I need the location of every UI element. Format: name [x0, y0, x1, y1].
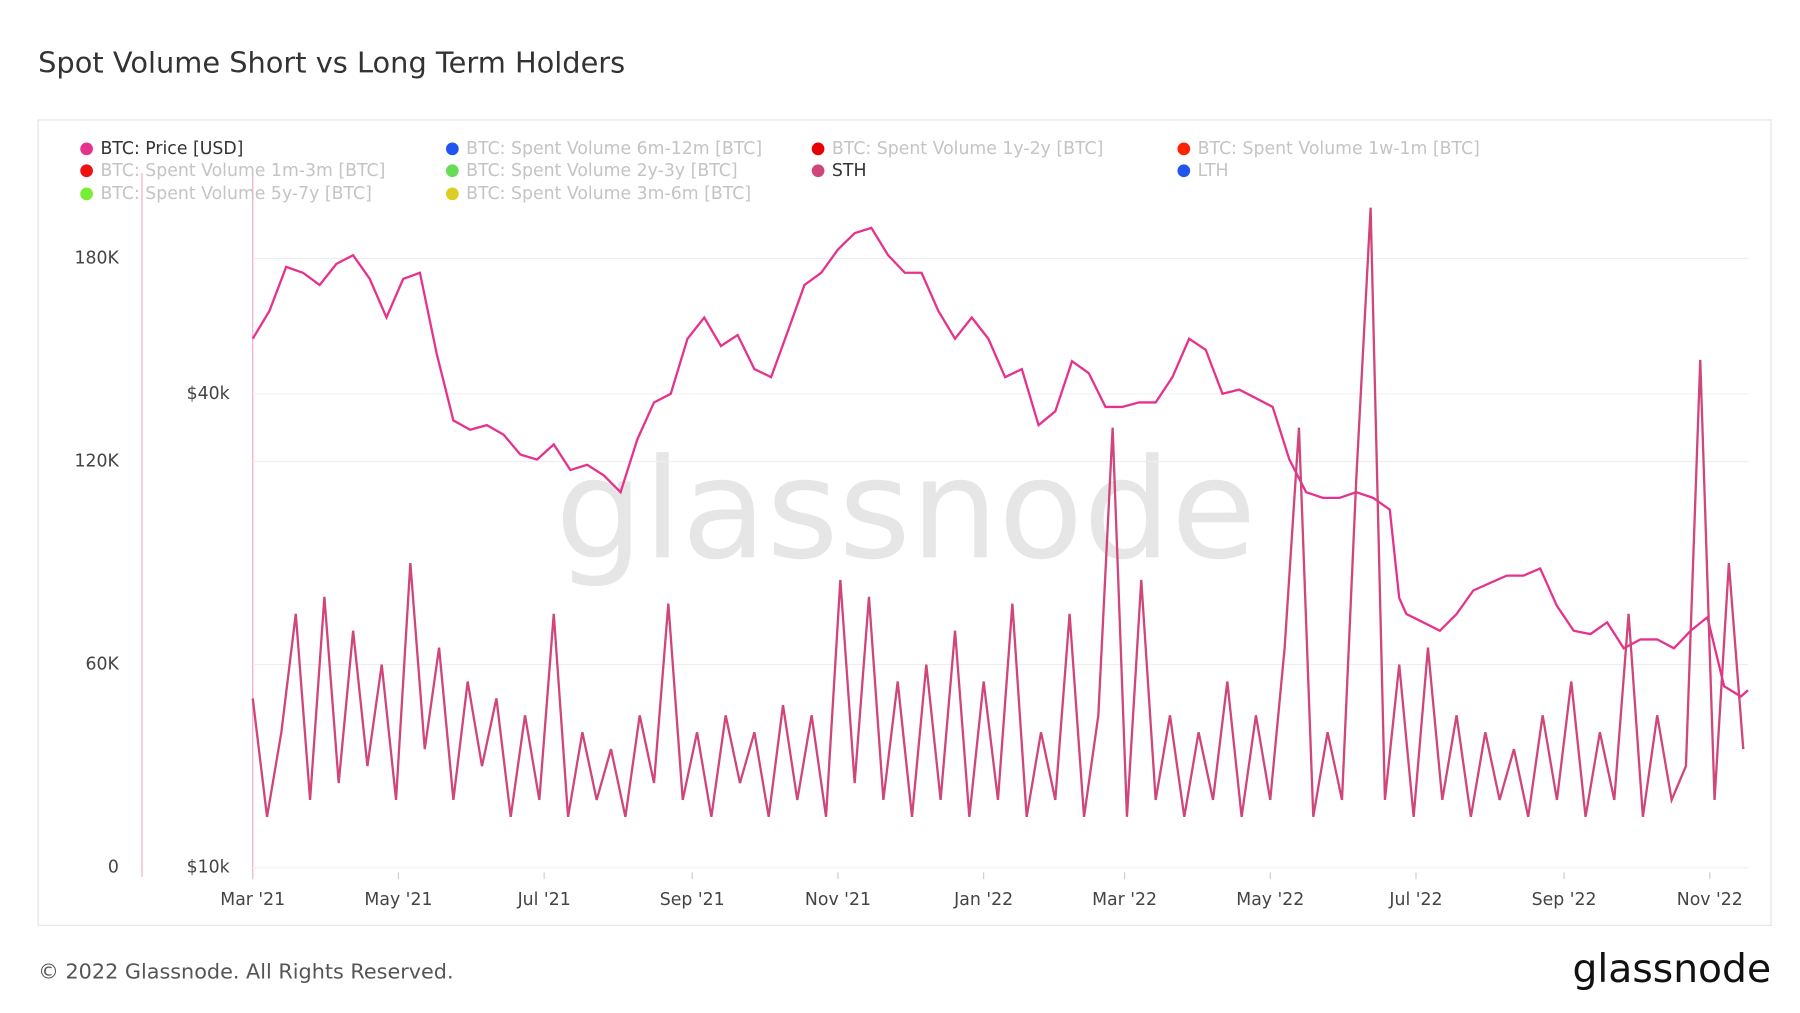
- x-tick-label: May '21: [364, 890, 432, 910]
- legend-label[interactable]: BTC: Spent Volume 3m-6m [BTC]: [466, 184, 751, 204]
- legend-label[interactable]: STH: [832, 161, 867, 181]
- x-tick-label: May '22: [1236, 890, 1304, 910]
- y-tick-label: 60K: [86, 655, 120, 675]
- legend-swatch: [811, 164, 825, 178]
- x-tick-label: Jan '22: [953, 890, 1013, 910]
- legend-label[interactable]: BTC: Price [USD]: [100, 139, 243, 159]
- chart-title: Spot Volume Short vs Long Term Holders: [38, 46, 625, 80]
- legend-swatch: [1177, 142, 1191, 156]
- legend-swatch: [445, 187, 459, 201]
- legend-label[interactable]: BTC: Spent Volume 6m-12m [BTC]: [466, 139, 762, 159]
- legend-swatch: [1177, 164, 1191, 178]
- legend-swatch: [80, 164, 93, 178]
- y2-tick-label: $10k: [187, 858, 230, 878]
- logo: glassnode: [1573, 947, 1772, 992]
- x-tick-label: Sep '22: [1532, 890, 1597, 910]
- legend-swatch: [80, 187, 93, 201]
- legend-swatch: [80, 142, 93, 156]
- watermark: glassnode: [555, 428, 1256, 590]
- chart-frame: [37, 119, 1772, 926]
- x-tick-label: Jul '22: [1388, 890, 1442, 910]
- y2-tick-label: $40k: [187, 384, 230, 404]
- x-tick-label: Sep '21: [660, 890, 725, 910]
- legend-swatch: [445, 164, 459, 178]
- legend-swatch: [811, 142, 825, 156]
- legend-label[interactable]: BTC: Spent Volume 1y-2y [BTC]: [832, 139, 1103, 159]
- x-tick-label: Mar '22: [1092, 890, 1157, 910]
- footer: © 2022 Glassnode. All Rights Reserved.: [38, 960, 453, 984]
- legend-label[interactable]: BTC: Spent Volume 2y-3y [BTC]: [466, 161, 737, 181]
- legend-label[interactable]: BTC: Spent Volume 1w-1m [BTC]: [1198, 139, 1480, 159]
- legend-label[interactable]: LTH: [1198, 161, 1229, 181]
- legend-label[interactable]: BTC: Spent Volume 1m-3m [BTC]: [100, 161, 385, 181]
- x-tick-label: Nov '21: [805, 890, 871, 910]
- legend-label[interactable]: BTC: Spent Volume 5y-7y [BTC]: [100, 184, 371, 204]
- y-tick-label: 0: [108, 858, 119, 878]
- y-tick-label: 120K: [75, 452, 120, 472]
- legend-swatch: [445, 142, 459, 156]
- x-tick-label: Mar '21: [220, 890, 285, 910]
- series-line: [251, 226, 1749, 698]
- plot: 0 60K 120K 180K $10k $40k Mar '21 May '21 Jul '2…: [75, 207, 1749, 910]
- x-tick-label: Nov '22: [1677, 890, 1743, 910]
- series-line: [251, 207, 1745, 818]
- y-tick-label: 180K: [75, 248, 120, 268]
- x-tick-label: Jul '21: [517, 890, 571, 910]
